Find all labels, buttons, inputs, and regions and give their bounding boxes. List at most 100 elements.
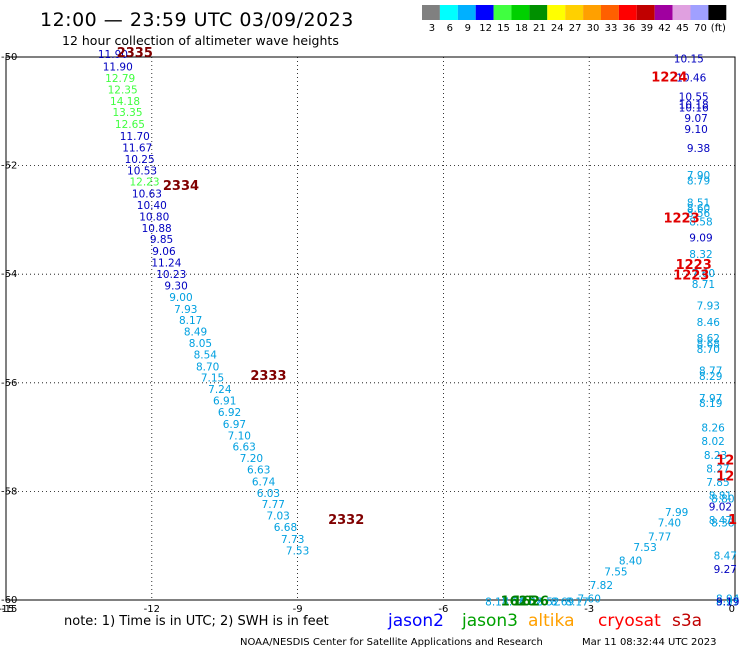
swh-point: 8.94 <box>716 594 740 606</box>
legend-label: 21 <box>533 23 546 34</box>
y-tick-label: -56 <box>1 378 17 389</box>
swh-point: 8.32 <box>689 249 712 261</box>
swh-point: 7.54 <box>502 596 526 608</box>
chart-subtitle: 12 hour collection of altimeter wave hei… <box>62 33 339 48</box>
swh-point: 8.17 <box>179 315 202 327</box>
legend-label: 24 <box>551 23 564 34</box>
swh-point: 9.00 <box>169 292 192 304</box>
swh-point: 10.25 <box>125 154 155 166</box>
x-tick-label: -12 <box>144 604 160 615</box>
swh-point: 11.70 <box>120 131 150 143</box>
swh-point: 12.79 <box>105 73 135 85</box>
legend-swatch <box>422 5 440 20</box>
swh-point: 7.24 <box>208 384 232 396</box>
chart-title: 12:00 — 23:59 UTC 03/09/2023 <box>40 9 354 31</box>
legend-label: 45 <box>676 23 689 34</box>
swh-point: 8.95 <box>716 596 739 608</box>
x-tick-label: -9 <box>293 604 303 615</box>
swh-point: 10.88 <box>142 223 172 235</box>
swh-point: 7.85 <box>706 477 729 489</box>
pass-labels: 2335233423332332122412231223122316261625… <box>117 46 737 609</box>
legend-label: (ft) <box>711 23 726 34</box>
swh-point: 8.26 <box>701 423 725 435</box>
swh-point: 7.82 <box>590 580 613 592</box>
legend-swatch <box>457 5 476 20</box>
legend-swatch <box>654 5 673 20</box>
swh-point: 8.69 <box>551 596 574 608</box>
pass-number-label: 2334 <box>163 179 199 194</box>
pass-number-label: 2335 <box>117 46 153 61</box>
legend-label: 33 <box>605 23 618 34</box>
pass-number-label: 12 <box>716 453 734 468</box>
legend-label: 27 <box>569 23 582 34</box>
swh-point: 8.70 <box>697 344 720 356</box>
swh-point: 7.77 <box>648 531 671 543</box>
swh-point: 9.07 <box>684 113 707 125</box>
pass-number-label: 12 <box>716 470 734 485</box>
swh-point: 7.77 <box>262 499 285 511</box>
pass-number-label: 2333 <box>250 369 286 384</box>
swh-point: 7.93 <box>697 300 720 312</box>
x-tick-label: 0 <box>729 604 735 615</box>
data-points: 11.9011.9012.7912.3514.1813.3512.6511.70… <box>98 49 740 608</box>
satellite-legend: jason2 jason3 altika cryosat s3a <box>387 611 702 631</box>
credit-text: NOAA/NESDIS Center for Satellite Applica… <box>240 637 543 648</box>
swh-point: 8.19 <box>699 398 722 410</box>
swh-point: 8.52 <box>536 596 559 608</box>
swh-point: 8.02 <box>701 436 724 448</box>
swh-point: 7.03 <box>266 511 289 523</box>
legend-label: 12 <box>479 23 492 34</box>
swh-point: 7.15 <box>201 373 224 385</box>
timestamp-text: Mar 11 08:32:44 UTC 2023 <box>582 637 717 648</box>
legend-swatch <box>618 5 637 20</box>
swh-point: 10.23 <box>156 269 186 281</box>
swh-point: 8.56 <box>687 208 711 220</box>
legend-swatch <box>493 5 512 20</box>
swh-point: 7.93 <box>174 304 197 316</box>
swh-point: 7.60 <box>692 268 715 280</box>
pass-number-label: 1224 <box>651 70 687 85</box>
legend-label: 30 <box>587 23 600 34</box>
swh-point: 6.63 <box>247 464 270 476</box>
swh-point: 8.51 <box>687 197 710 209</box>
legend-label: 39 <box>640 23 653 34</box>
swh-point: 14.18 <box>110 96 140 108</box>
swh-point: 6.68 <box>274 522 297 534</box>
x-tick-label: -15 <box>0 604 14 615</box>
legend-label: 6 <box>447 23 453 34</box>
swh-point: 6.63 <box>232 442 255 454</box>
swh-point: 8.54 <box>194 349 218 361</box>
swh-point: 7.53 <box>633 542 656 554</box>
swh-point: 10.18 <box>679 100 709 112</box>
legend-label: 70 <box>694 23 707 34</box>
x-axis-ticks: -15-12-9-6-30-15 <box>0 604 735 615</box>
swh-point: 12.65 <box>115 119 145 131</box>
swh-point: 9.85 <box>150 234 173 246</box>
swh-point: 9.09 <box>689 233 712 245</box>
satellite-jason3: jason3 <box>461 611 518 631</box>
swh-point: 9.06 <box>152 246 176 258</box>
y-tick-label: -58 <box>1 486 17 497</box>
swh-point: 10.16 <box>679 102 709 114</box>
swh-point: 9.30 <box>164 280 187 292</box>
legend-label: 15 <box>497 23 510 34</box>
swh-point: 8.60 <box>687 203 710 215</box>
swh-point: 6.92 <box>218 407 241 419</box>
swh-point: 8.46 <box>697 317 721 329</box>
y-axis-ticks: -50 -52 -54 -56 -58 -60 <box>1 52 17 606</box>
swh-point: 6.91 <box>213 396 236 408</box>
legend-swatch <box>511 5 530 20</box>
swh-point: 7.90 <box>687 170 710 182</box>
grid-lines <box>6 57 735 600</box>
legend-swatch <box>601 5 619 20</box>
y-tick-label: -54 <box>1 269 17 280</box>
swh-point: 8.80 <box>711 493 734 505</box>
swh-point: 8.71 <box>692 279 715 291</box>
legend-swatch <box>439 5 458 20</box>
legend-swatch <box>636 5 655 20</box>
swh-point: 8.62 <box>697 333 720 345</box>
legend-label: 9 <box>465 23 471 34</box>
swh-point: 7.40 <box>658 518 681 530</box>
legend-swatch <box>672 5 691 20</box>
